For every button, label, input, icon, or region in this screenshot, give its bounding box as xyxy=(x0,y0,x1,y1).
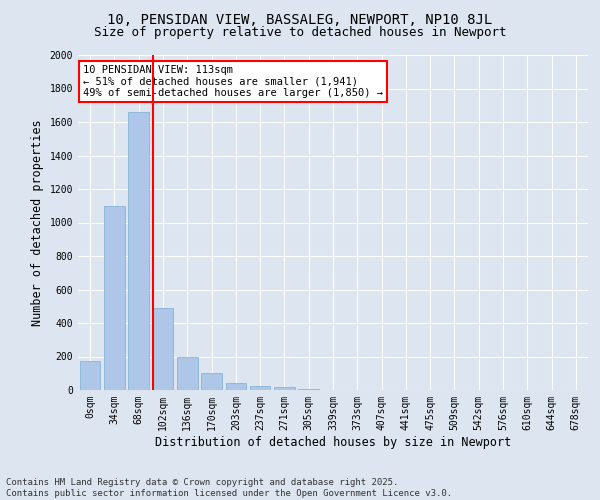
Y-axis label: Number of detached properties: Number of detached properties xyxy=(31,119,44,326)
Text: Contains HM Land Registry data © Crown copyright and database right 2025.
Contai: Contains HM Land Registry data © Crown c… xyxy=(6,478,452,498)
X-axis label: Distribution of detached houses by size in Newport: Distribution of detached houses by size … xyxy=(155,436,511,448)
Bar xyxy=(226,384,246,390)
Text: 10 PENSIDAN VIEW: 113sqm
← 51% of detached houses are smaller (1,941)
49% of sem: 10 PENSIDAN VIEW: 113sqm ← 51% of detach… xyxy=(83,65,383,98)
Bar xyxy=(298,389,319,390)
Bar xyxy=(201,373,222,390)
Bar xyxy=(80,360,100,390)
Text: 10, PENSIDAN VIEW, BASSALEG, NEWPORT, NP10 8JL: 10, PENSIDAN VIEW, BASSALEG, NEWPORT, NP… xyxy=(107,12,493,26)
Bar xyxy=(177,356,197,390)
Bar xyxy=(152,308,173,390)
Bar xyxy=(128,112,149,390)
Text: Size of property relative to detached houses in Newport: Size of property relative to detached ho… xyxy=(94,26,506,39)
Bar xyxy=(250,386,271,390)
Bar xyxy=(274,388,295,390)
Bar xyxy=(104,206,125,390)
